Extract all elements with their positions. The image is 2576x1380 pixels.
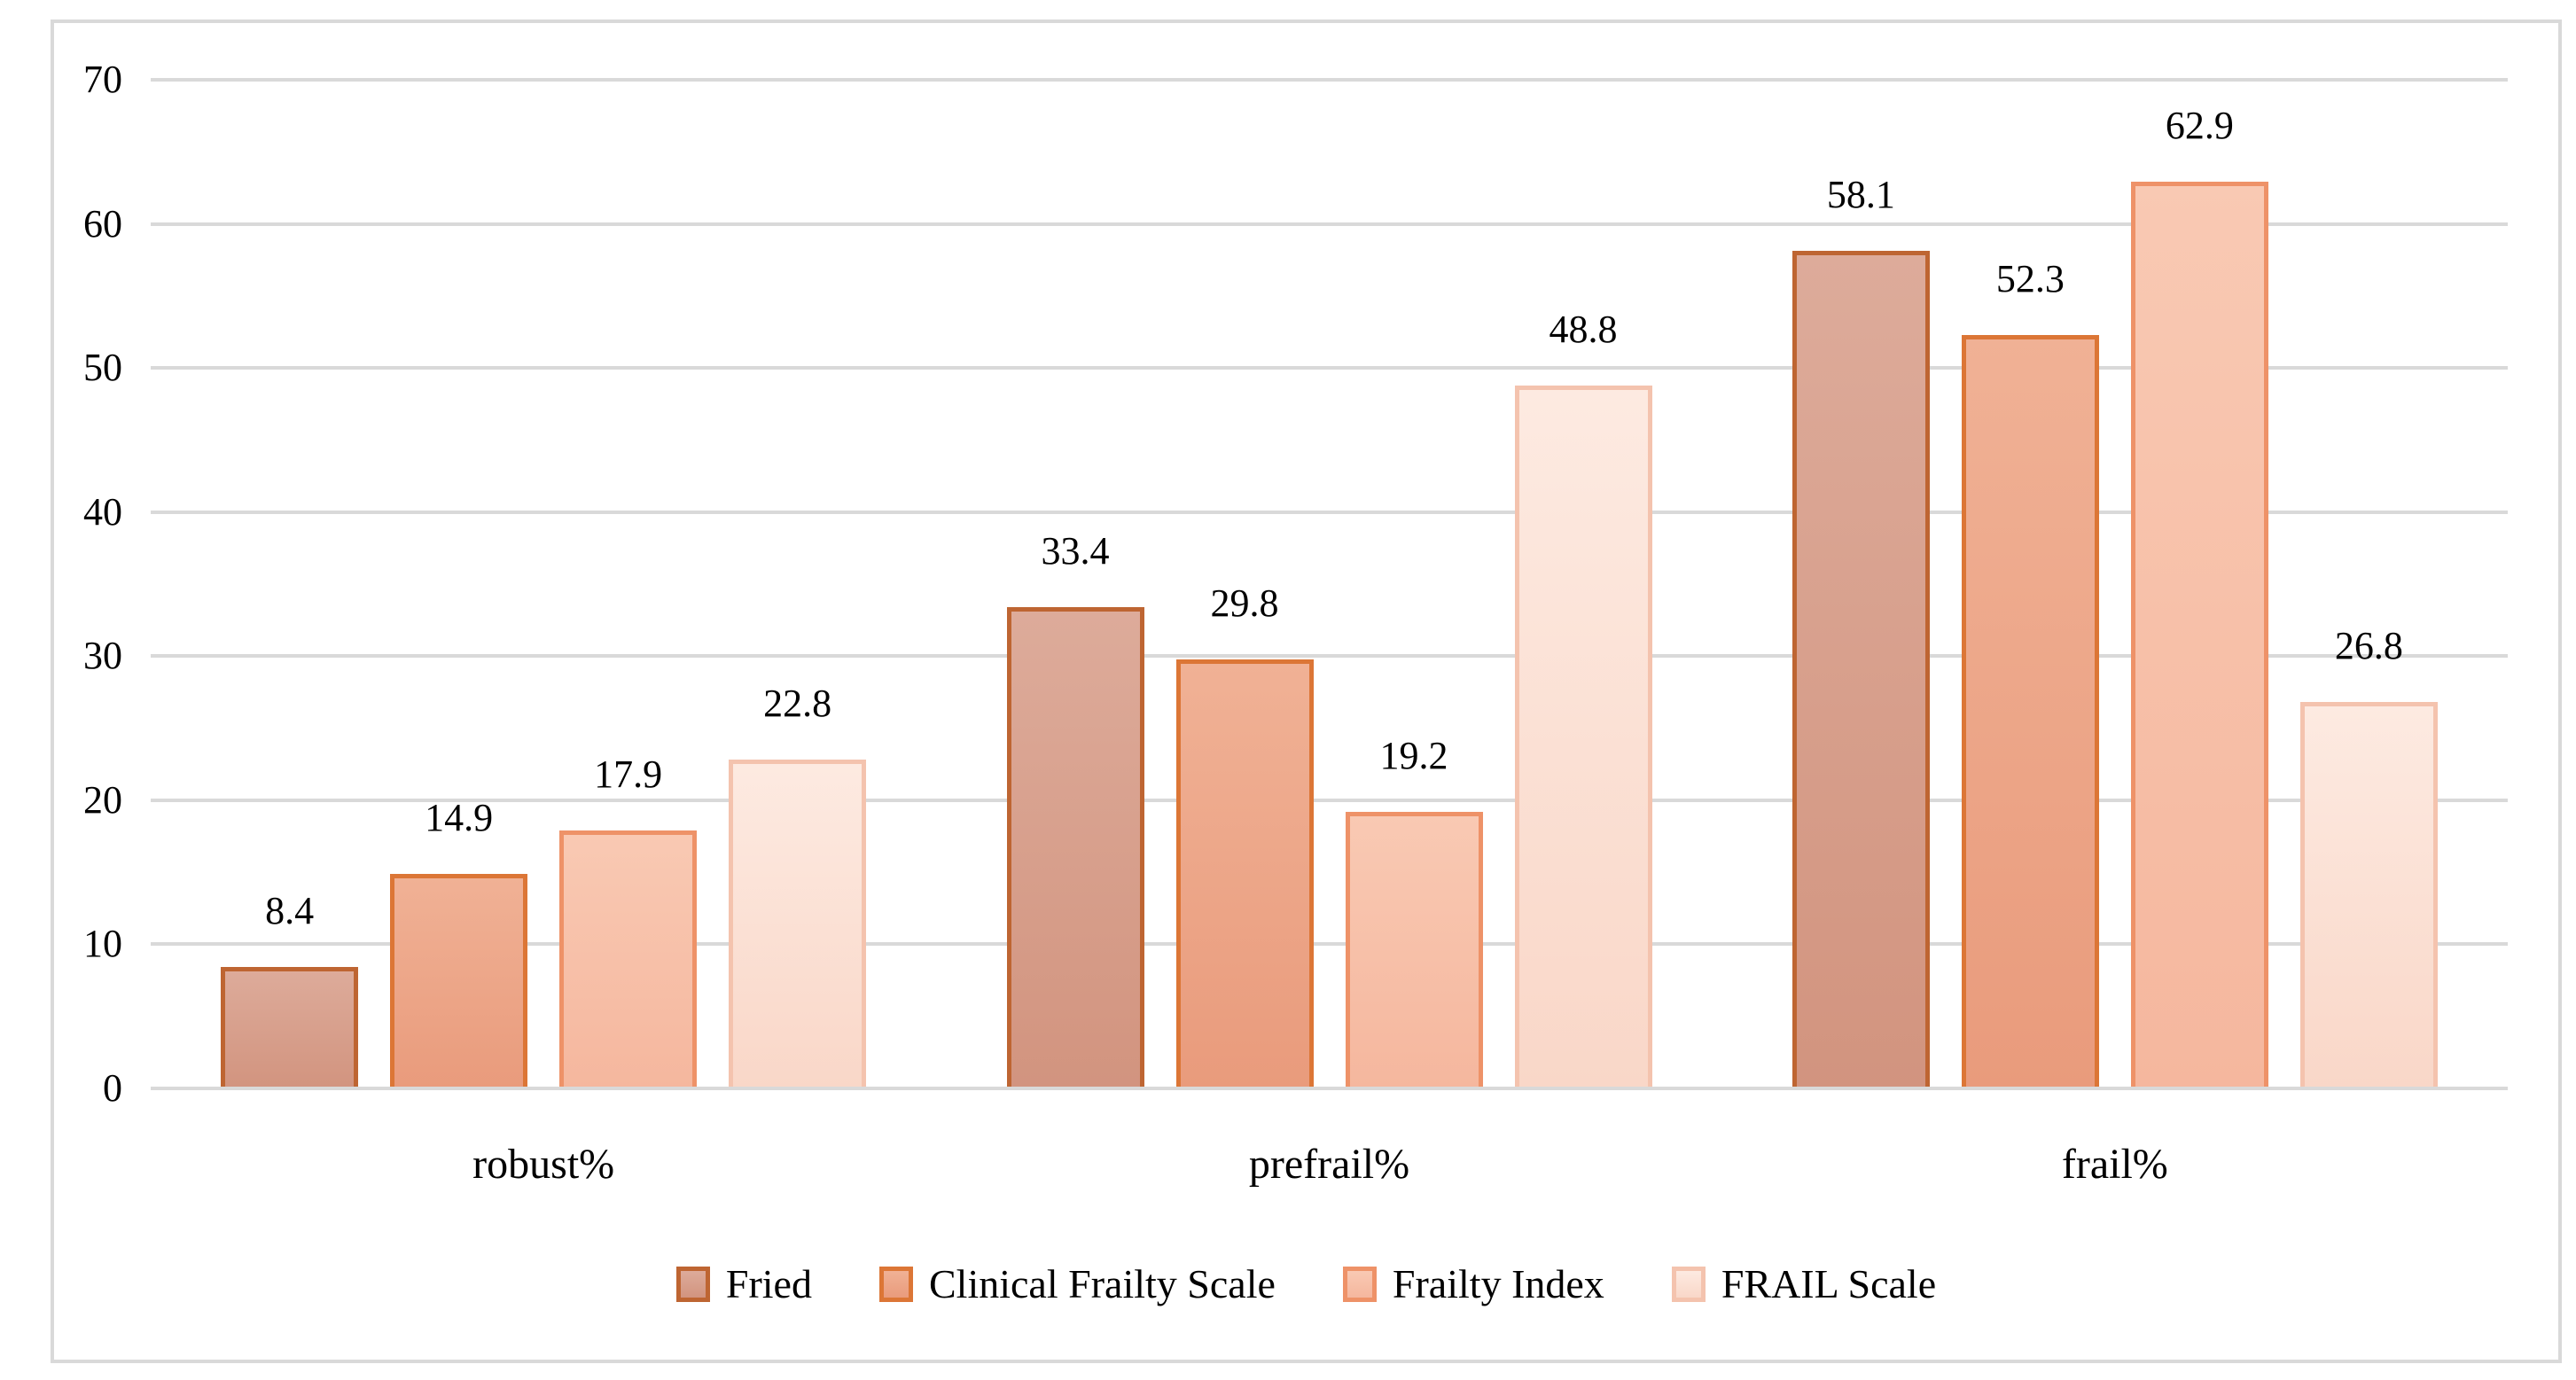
legend-item: Fried [675,1259,812,1309]
legend-item: FRAIL Scale [1671,1259,1937,1309]
x-axis-category-label: prefrail% [1248,1141,1410,1188]
bar [729,760,867,1088]
legend-item: Frailty Index [1342,1259,1604,1309]
bar-value-label: 48.8 [1549,307,1618,351]
legend-label: Frailty Index [1392,1261,1604,1306]
bar-value-label: 26.8 [2334,624,2403,668]
gridline [151,222,2508,226]
legend: Fried Clinical Frailty Scale Frailty Index… [51,1253,2562,1315]
bar [559,830,698,1088]
legend-swatch-icon [1671,1267,1706,1302]
y-axis-tick-label: 40 [83,489,122,534]
bar [221,967,359,1088]
legend-swatch-icon [878,1267,913,1302]
legend-label: Clinical Frailty Scale [928,1261,1276,1306]
bar [1961,334,2099,1088]
bar [1006,607,1144,1088]
y-axis-tick-label: 10 [83,922,122,966]
legend-swatch-icon [1342,1267,1377,1302]
legend-swatch-icon [675,1267,710,1302]
x-axis-category-label: robust% [472,1141,615,1188]
legend-label: FRAIL Scale [1721,1261,1937,1306]
bar-value-label: 8.4 [265,889,315,933]
bar [2130,182,2268,1088]
y-axis-tick-label: 50 [83,346,122,390]
bar-value-label: 33.4 [1041,529,1110,573]
bar-value-label: 52.3 [1995,256,2065,300]
bar-value-label: 22.8 [763,682,832,726]
bar [1514,385,1652,1088]
legend-label: Fried [725,1261,812,1306]
gridline [151,942,2508,947]
bar-value-label: 58.1 [1826,173,1895,217]
bar-value-label: 19.2 [1379,733,1448,777]
x-axis-category-label: frail% [2061,1141,2168,1188]
bar [390,873,528,1088]
y-axis-tick-label: 30 [83,634,122,678]
gridline [151,1087,2508,1090]
gridline [151,654,2508,659]
y-axis-tick-label: 0 [103,1066,122,1110]
bar [1791,251,1930,1088]
bar [1345,811,1483,1088]
y-axis-tick-label: 60 [83,201,122,246]
bar [1175,659,1314,1088]
bar-value-label: 14.9 [425,795,494,839]
gridline [151,366,2508,370]
bar-value-label: 17.9 [594,752,663,796]
bar-value-label: 29.8 [1210,581,1279,625]
y-axis-tick-label: 20 [83,777,122,822]
gridline [151,78,2508,82]
y-axis-tick-label: 70 [83,58,122,101]
legend-item: Clinical Frailty Scale [878,1259,1276,1309]
gridline [151,510,2508,514]
gridline [151,798,2508,802]
bar-value-label: 62.9 [2165,104,2234,148]
bar [2299,702,2438,1088]
